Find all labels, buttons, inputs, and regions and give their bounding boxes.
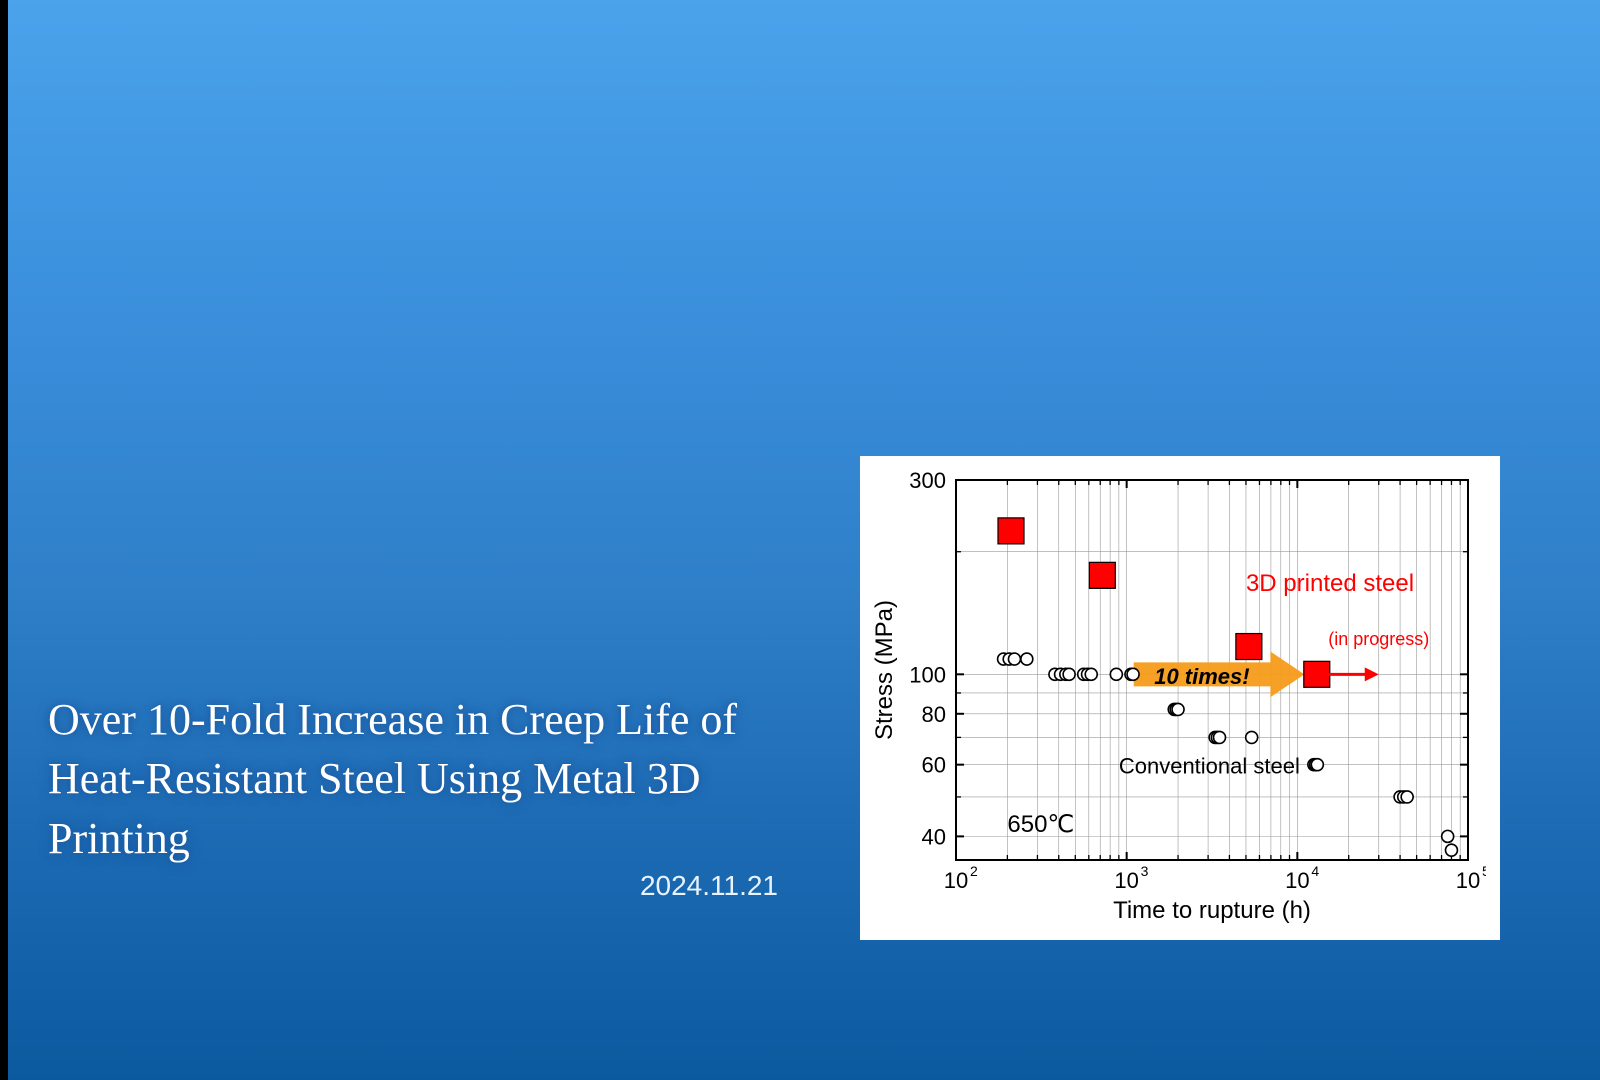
creep-scatter-chart: 102103104105406080100300Conventional ste…: [870, 466, 1486, 932]
svg-text:80: 80: [922, 702, 946, 727]
title-block: Over 10-Fold Increase in Creep Life of H…: [48, 690, 770, 868]
svg-text:10: 10: [1456, 868, 1480, 893]
creep-chart-card: 102103104105406080100300Conventional ste…: [860, 456, 1500, 940]
page-date: 2024.11.21: [48, 870, 778, 902]
svg-text:Conventional steel: Conventional steel: [1119, 754, 1300, 779]
svg-text:Time to rupture (h): Time to rupture (h): [1113, 897, 1311, 924]
svg-text:10 times!: 10 times!: [1154, 664, 1249, 689]
svg-text:3D printed steel: 3D printed steel: [1246, 570, 1414, 597]
svg-text:4: 4: [1311, 863, 1319, 879]
svg-text:60: 60: [922, 753, 946, 778]
slide-page: Over 10-Fold Increase in Creep Life of H…: [0, 0, 1600, 1080]
svg-text:2: 2: [970, 863, 978, 879]
svg-text:40: 40: [922, 824, 946, 849]
svg-text:(in progress): (in progress): [1328, 629, 1429, 649]
svg-text:3: 3: [1141, 863, 1149, 879]
svg-text:10: 10: [1114, 868, 1138, 893]
page-title: Over 10-Fold Increase in Creep Life of H…: [48, 690, 770, 868]
svg-text:650℃: 650℃: [1007, 811, 1074, 838]
svg-text:100: 100: [909, 662, 946, 687]
svg-text:Stress (MPa): Stress (MPa): [871, 600, 898, 740]
svg-text:5: 5: [1482, 863, 1486, 879]
svg-text:10: 10: [1285, 868, 1309, 893]
svg-text:300: 300: [909, 468, 946, 493]
svg-text:10: 10: [944, 868, 968, 893]
